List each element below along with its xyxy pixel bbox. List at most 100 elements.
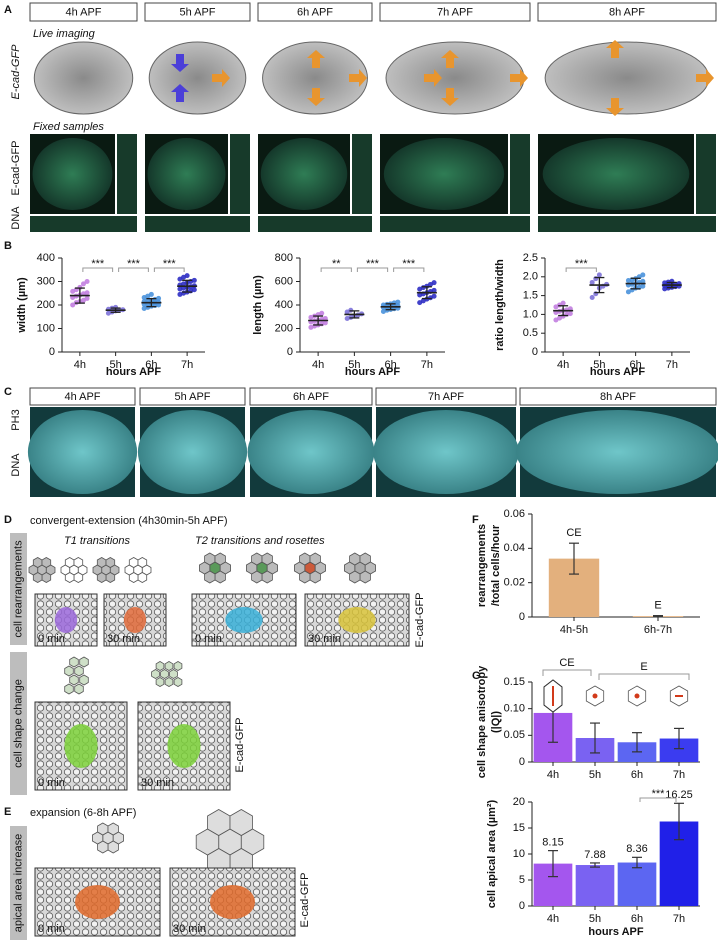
dna-tissue (27, 410, 138, 494)
data-point (70, 302, 76, 308)
y-tick-label: 10 (513, 848, 525, 860)
bar (575, 865, 615, 906)
stage-label: 5h APF (179, 6, 215, 18)
arrow-icon (606, 98, 624, 116)
time-label: 0 min (38, 777, 65, 789)
fixed-tissue (542, 138, 690, 210)
stage-label: 7h APF (437, 6, 473, 18)
time-label: 30 min (141, 777, 174, 789)
row-label: cell shape change (12, 679, 24, 768)
cell-icon (299, 552, 311, 566)
significance-bracket (565, 267, 597, 272)
cell-icon (73, 572, 84, 583)
data-point (184, 273, 190, 279)
label: T1 transitions (64, 535, 131, 547)
data-point (319, 310, 325, 316)
fixed-side (352, 134, 372, 214)
label: DNA (10, 206, 22, 230)
significance-bracket (320, 267, 352, 272)
highlight-cells (210, 885, 255, 919)
fixed-side (117, 134, 137, 214)
x-tick-label: 4h (547, 769, 559, 781)
dna-tissue (247, 410, 375, 494)
stage-label: 6h APF (297, 6, 333, 18)
y-tick-label: 20 (513, 796, 525, 808)
label: Live imaging (33, 28, 96, 40)
x-tick-label: 4h (74, 359, 86, 371)
data-point (431, 293, 437, 299)
x-tick-label: 4h-5h (560, 624, 588, 636)
x-tick-label: 4h (547, 913, 559, 925)
significance-label: *** (652, 788, 666, 800)
bar-annotation: CE (566, 527, 581, 539)
cell-icon (41, 572, 52, 583)
label: E-cad-GFP (299, 872, 311, 927)
label: PH3 (10, 409, 22, 430)
live-image (544, 41, 710, 115)
group-label: CE (559, 657, 574, 669)
x-tick-label: 5h (110, 359, 122, 371)
time-label: 0 min (38, 923, 65, 935)
significance-bracket (82, 267, 114, 272)
x-tick-label: 4h (312, 359, 324, 371)
significance-bracket (356, 267, 389, 272)
y-tick-label: 0.02 (504, 577, 525, 589)
fixed-bottom (538, 216, 716, 232)
data-point (322, 320, 328, 326)
live-image (262, 41, 368, 115)
y-tick-label: 0 (519, 900, 525, 912)
y-tick-label: 800 (275, 252, 293, 264)
x-tick-label: 7h (666, 359, 678, 371)
cell-icon (96, 557, 107, 568)
time-label: 30 min (173, 923, 206, 935)
cell-icon (164, 661, 174, 671)
stage-header (537, 2, 717, 22)
x-tick-label: 6h (631, 913, 643, 925)
cell-icon (79, 656, 89, 668)
data-point (640, 283, 646, 289)
stage-header (379, 2, 531, 22)
cell-icon (155, 677, 165, 687)
stage-label: 8h APF (609, 6, 645, 18)
anisotropy-mark (634, 693, 640, 699)
cell-icon (105, 557, 116, 568)
value-label: 8.15 (542, 837, 563, 849)
live-image (33, 41, 134, 115)
arrow-icon (171, 84, 189, 102)
dna-tissue (137, 410, 248, 494)
significance-label: *** (163, 258, 177, 270)
data-point (191, 287, 197, 293)
highlight-cells (338, 607, 376, 633)
bar (659, 738, 699, 762)
group-label: E (640, 661, 647, 673)
x-tick-label: 6h (145, 359, 157, 371)
cell-icon (107, 840, 119, 854)
highlight-cells (123, 607, 147, 633)
label: E-cad-GFP (10, 140, 22, 195)
cell-icon (105, 572, 116, 583)
stage-header (144, 2, 251, 22)
y-tick-label: 1.0 (523, 308, 538, 320)
fixed-bottom (380, 216, 530, 232)
data-point (640, 278, 646, 284)
significance-label: *** (575, 258, 589, 270)
panel-label: A (4, 4, 12, 16)
arrow-icon (696, 69, 714, 87)
x-tick-label: 7h (181, 359, 193, 371)
data-point (589, 294, 595, 300)
stage-label: 4h APF (65, 6, 101, 18)
significance-bracket (393, 267, 425, 272)
cell-icon (229, 809, 253, 836)
data-point (80, 281, 86, 287)
highlight-cells (54, 607, 78, 633)
significance-label: *** (91, 258, 105, 270)
time-label: 0 min (195, 633, 222, 645)
y-axis-label: cell shape anisotropy (476, 665, 488, 778)
x-tick-label: 4h (557, 359, 569, 371)
y-tick-label: 5 (519, 874, 525, 886)
anisotropy-mark (592, 693, 598, 699)
row-sidebar (10, 533, 27, 645)
cell-icon (64, 557, 75, 568)
y-tick-label: 15 (513, 822, 525, 834)
fixed-tissue (147, 138, 226, 210)
